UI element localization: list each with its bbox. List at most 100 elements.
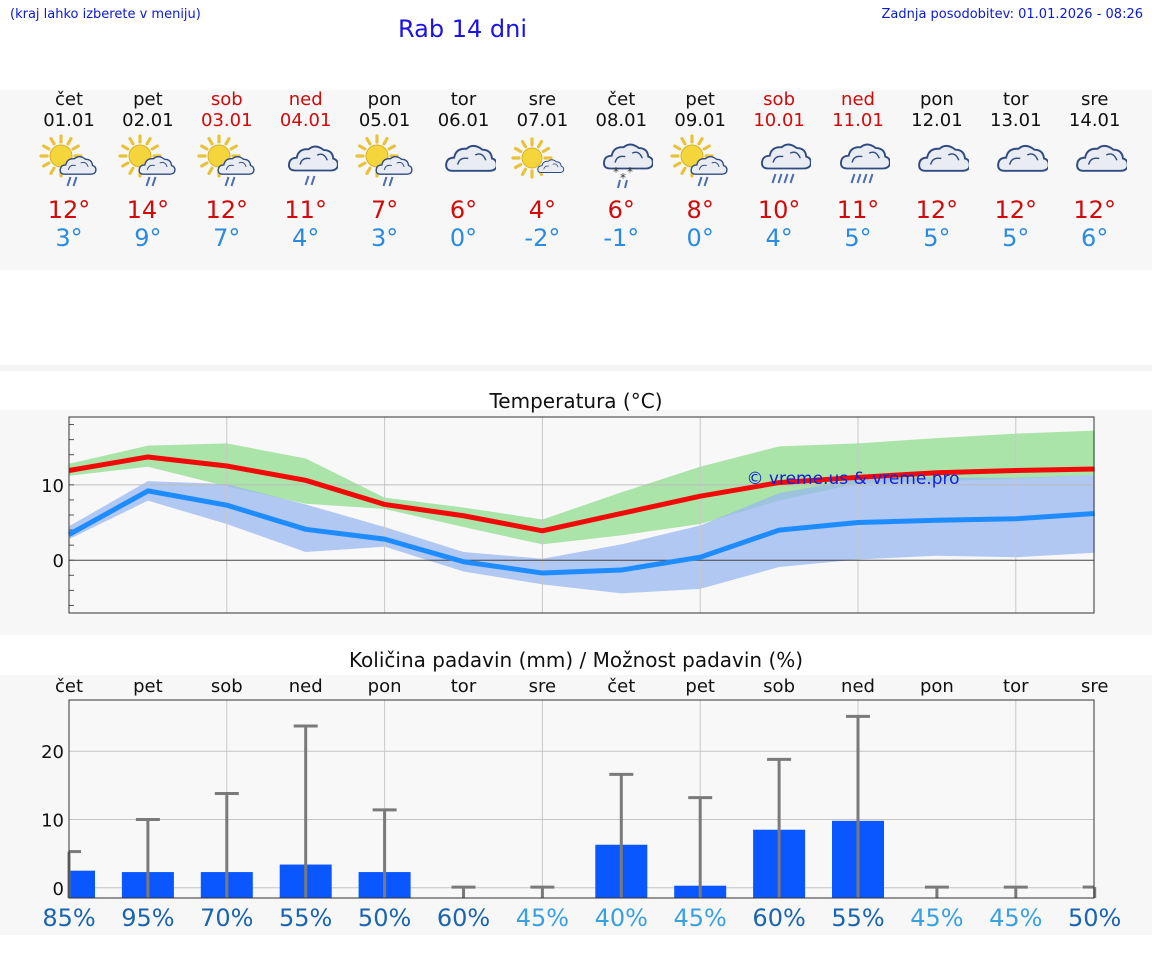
precip-probability: 85%	[42, 904, 95, 932]
day-date: 01.01	[43, 110, 95, 131]
min-temp: 5°	[844, 224, 872, 252]
precip-day-label: sre	[1081, 676, 1108, 697]
day-column: pon 12.01 12° 5°	[897, 90, 977, 252]
min-temp: 0°	[686, 224, 714, 252]
cloud-icon	[918, 144, 969, 172]
precip-probability: 55%	[279, 904, 332, 932]
min-temp: -2°	[524, 224, 561, 252]
max-temp: 10°	[757, 196, 801, 224]
cloud-icon	[444, 144, 496, 172]
precip-probability: 55%	[831, 904, 884, 932]
precip-day-label: čet	[607, 676, 635, 697]
plot-frame	[68, 416, 1095, 614]
day-column: tor 06.01 6° 0°	[424, 90, 504, 252]
day-column: sre 14.01 12° 6°	[1055, 90, 1135, 252]
precip-bar	[69, 870, 95, 898]
precip-probability: 40%	[595, 904, 648, 932]
max-temp: 12°	[994, 196, 1038, 224]
day-column: tor 13.01 12° 5°	[976, 90, 1056, 252]
min-range-band	[69, 475, 1095, 594]
max-temp: 12°	[915, 196, 959, 224]
precip-probability: 50%	[1068, 904, 1121, 932]
day-column: čet 01.01 12° 3°	[29, 90, 109, 252]
day-date: 08.01	[595, 110, 648, 131]
day-column: sob 03.01 12° 7°	[187, 90, 267, 252]
day-column: sre 07.01 4° -2°	[502, 90, 582, 252]
precip-probability: 50%	[358, 904, 411, 932]
sun-cloud-rain-icon	[197, 134, 255, 187]
max-range-band	[69, 430, 1095, 545]
day-date: 02.01	[122, 110, 174, 131]
precip-probability: 45%	[516, 904, 569, 932]
day-column: pet 09.01 8° 0°	[660, 90, 740, 252]
svg-text:*: *	[627, 165, 633, 179]
watermark: © vreme.us & vreme.pro	[746, 469, 959, 489]
precip-day-label: tor	[451, 676, 477, 697]
sun-cloud-rain-icon	[39, 134, 97, 187]
min-temp: -1°	[603, 224, 640, 252]
day-date: 03.01	[201, 110, 253, 131]
day-column: čet 08.01 * * * 6° -1°	[581, 90, 661, 252]
precip-probability: 60%	[752, 904, 805, 932]
day-date: 06.01	[437, 110, 490, 131]
precip-day-label: pet	[685, 676, 715, 697]
cloud-heavy-rain-icon	[840, 143, 890, 184]
day-name: sob	[763, 89, 795, 110]
min-temp-line	[67, 488, 1095, 576]
max-temp: 12°	[47, 196, 91, 224]
cloud-snow-icon: * * *	[603, 143, 654, 189]
day-name: pon	[919, 89, 954, 110]
precip-probability: 45%	[910, 904, 963, 932]
day-date: 13.01	[990, 110, 1042, 131]
day-name: ned	[288, 89, 323, 110]
day-name: pet	[685, 89, 715, 110]
day-name: ned	[841, 89, 875, 110]
page-title: Rab 14 dni	[398, 15, 527, 43]
max-temp-line	[68, 454, 1095, 534]
max-temp: 6°	[449, 196, 478, 224]
y-tick-label: 0	[53, 551, 64, 572]
day-column: ned 04.01 11° 4°	[266, 90, 346, 252]
day-name: čet	[607, 89, 636, 110]
min-temp: 9°	[134, 224, 162, 252]
precip-day-label: pon	[920, 676, 954, 697]
precip-probability: 70%	[200, 904, 253, 932]
y-tick-label: 10	[41, 476, 64, 497]
svg-text:*: *	[613, 165, 619, 179]
day-name: čet	[54, 89, 84, 110]
max-temp: 14°	[126, 196, 170, 224]
cloud-icon	[1075, 144, 1127, 172]
day-name: pet	[133, 89, 163, 110]
cloud-heavy-rain-icon	[761, 143, 812, 184]
min-temp: 6°	[1081, 224, 1109, 252]
min-temp: 5°	[1002, 224, 1030, 252]
sun-small-cloud-icon	[511, 137, 565, 179]
y-tick-label: 20	[41, 742, 64, 763]
day-name: sre	[528, 89, 557, 110]
precip-day-label: ned	[289, 676, 323, 697]
day-column: ned 11.01 11° 5°	[818, 90, 898, 252]
day-column: pon 05.01 7° 3°	[345, 90, 425, 252]
precip-day-label: sob	[211, 676, 243, 697]
day-date: 10.01	[753, 110, 805, 131]
forecast-strip	[0, 90, 1152, 270]
day-date: 09.01	[674, 110, 726, 131]
precip-probability: 45%	[674, 904, 727, 932]
cloud-icon	[996, 144, 1048, 172]
min-temp: 3°	[370, 224, 399, 252]
day-name: sre	[1080, 89, 1109, 110]
day-name: tor	[1003, 89, 1029, 110]
plot-frame	[68, 699, 1095, 899]
precip-day-label: pon	[368, 676, 402, 697]
max-temp: 4°	[528, 196, 557, 224]
precip-probability: 95%	[121, 904, 174, 932]
day-date: 14.01	[1068, 110, 1121, 131]
sun-cloud-rain-icon	[354, 134, 413, 187]
day-name: pon	[367, 89, 402, 110]
max-temp: 12°	[1073, 196, 1116, 224]
day-column: pet 02.01 14° 9°	[108, 90, 188, 252]
day-date: 07.01	[516, 110, 569, 131]
y-tick-label: 10	[41, 810, 64, 831]
precip-probability: 45%	[989, 904, 1042, 932]
day-name: sob	[210, 89, 243, 110]
